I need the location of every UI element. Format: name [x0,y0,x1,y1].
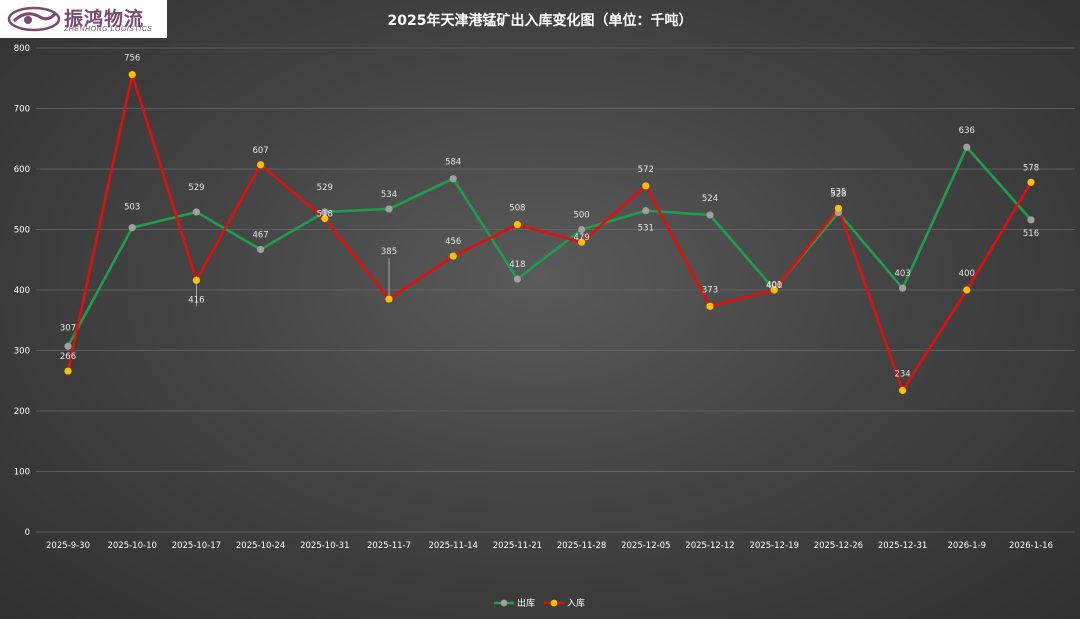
data-point-1 [257,161,265,169]
y-tick-label: 700 [14,105,30,115]
data-label-0: 584 [445,158,461,168]
data-label-1: 508 [509,204,525,214]
x-tick-label: 2025-11-21 [493,541,542,551]
data-point-1 [385,295,393,303]
data-label-0: 528 [830,190,846,200]
data-label-0: 524 [702,194,718,204]
data-point-1 [449,252,457,260]
data-label-0: 529 [317,183,333,193]
x-tick-label: 2025-12-31 [878,541,927,551]
data-label-0: 503 [124,203,140,213]
data-point-0 [128,224,136,232]
data-label-0: 534 [381,190,397,200]
x-tick-label: 2025-10-17 [172,541,221,551]
data-point-1 [578,238,586,246]
data-point-0 [385,205,393,213]
data-point-0 [1027,216,1035,224]
data-label-0: 516 [1023,229,1039,239]
y-tick-label: 500 [14,226,30,236]
chart-title: 2025年天津港锰矿出入库变化图（单位：千吨） [388,12,693,29]
data-label-0: 307 [60,323,76,333]
data-label-0: 401 [766,280,782,290]
data-label-0: 467 [252,230,268,240]
x-tick-label: 2025-10-31 [300,541,349,551]
data-label-1: 535 [830,187,846,197]
y-tick-label: 600 [14,165,30,175]
x-tick-label: 2025-11-28 [557,541,606,551]
data-label-1: 266 [60,352,76,362]
y-tick-label: 300 [14,347,30,357]
data-point-0 [64,342,72,350]
data-point-0 [899,284,907,292]
logo-brand-name: 振鸿物流 [64,8,145,30]
data-label-0: 531 [638,224,654,234]
y-tick-label: 800 [14,44,30,54]
data-point-1 [64,367,72,375]
y-tick-label: 400 [14,286,30,296]
x-tick-label: 2025-11-7 [367,541,411,551]
data-label-0: 403 [894,269,910,279]
legend-marker-1 [550,599,558,607]
logo-emblem-icon [7,6,61,32]
data-point-0 [642,207,650,215]
data-point-1 [642,182,650,190]
x-tick-label: 2025-12-05 [621,541,670,551]
x-tick-label: 2025-9-30 [46,541,90,551]
y-tick-label: 200 [14,407,30,417]
data-label-1: 400 [766,281,782,291]
data-point-0 [449,175,457,183]
legend-label-1: 入库 [567,597,585,609]
data-label-0: 418 [509,260,525,270]
x-tick-label: 2025-12-12 [685,541,734,551]
x-tick-label: 2025-10-24 [236,541,285,551]
x-tick-label: 2025-12-19 [749,541,798,551]
data-label-1: 416 [188,295,204,305]
logo-brand-english: ZHENHONG LOGISTICS [64,26,153,33]
data-point-0 [192,208,200,216]
data-point-0 [513,275,522,283]
data-label-1: 756 [124,54,140,64]
data-label-1: 607 [252,146,268,156]
data-point-1 [899,386,907,395]
x-tick-label: 2026-1-16 [1009,541,1053,551]
y-tick-label: 0 [25,528,30,538]
data-point-1 [128,71,136,79]
data-point-0 [578,225,586,234]
data-point-0 [706,211,714,219]
data-point-1 [834,204,843,212]
data-point-0 [257,245,265,254]
legend-marker-0 [500,599,508,607]
data-label-0: 636 [959,126,975,136]
series-line-1 [66,73,1033,392]
company-logo: 振鸿物流 ZHENHONG LOGISTICS [0,0,167,38]
x-tick-label: 2026-1-9 [948,541,987,551]
x-tick-label: 2025-11-14 [428,541,477,551]
data-label-1: 572 [638,165,654,175]
data-label-1: 456 [445,237,461,247]
data-label-1: 400 [959,269,975,279]
data-label-0: 500 [573,211,589,221]
series-line-0 [66,145,1032,347]
data-point-0 [321,208,329,216]
data-point-1 [1027,178,1035,186]
data-point-1 [706,302,714,310]
data-point-0 [963,143,971,151]
data-label-1: 373 [702,285,718,295]
data-point-1 [770,286,778,294]
data-point-1 [963,286,971,294]
data-label-0: 529 [188,183,204,193]
data-label-1: 234 [894,369,910,379]
data-label-1: 578 [1023,163,1039,173]
data-point-1 [513,221,522,229]
x-tick-label: 2025-12-26 [814,541,863,551]
data-label-1: 479 [573,233,589,243]
x-tick-label: 2025-10-10 [107,541,156,551]
data-label-1: 518 [317,210,333,220]
y-tick-label: 100 [14,468,30,478]
data-label-1: 385 [381,247,397,257]
data-point-1 [321,215,329,223]
legend-label-0: 出库 [517,597,535,609]
